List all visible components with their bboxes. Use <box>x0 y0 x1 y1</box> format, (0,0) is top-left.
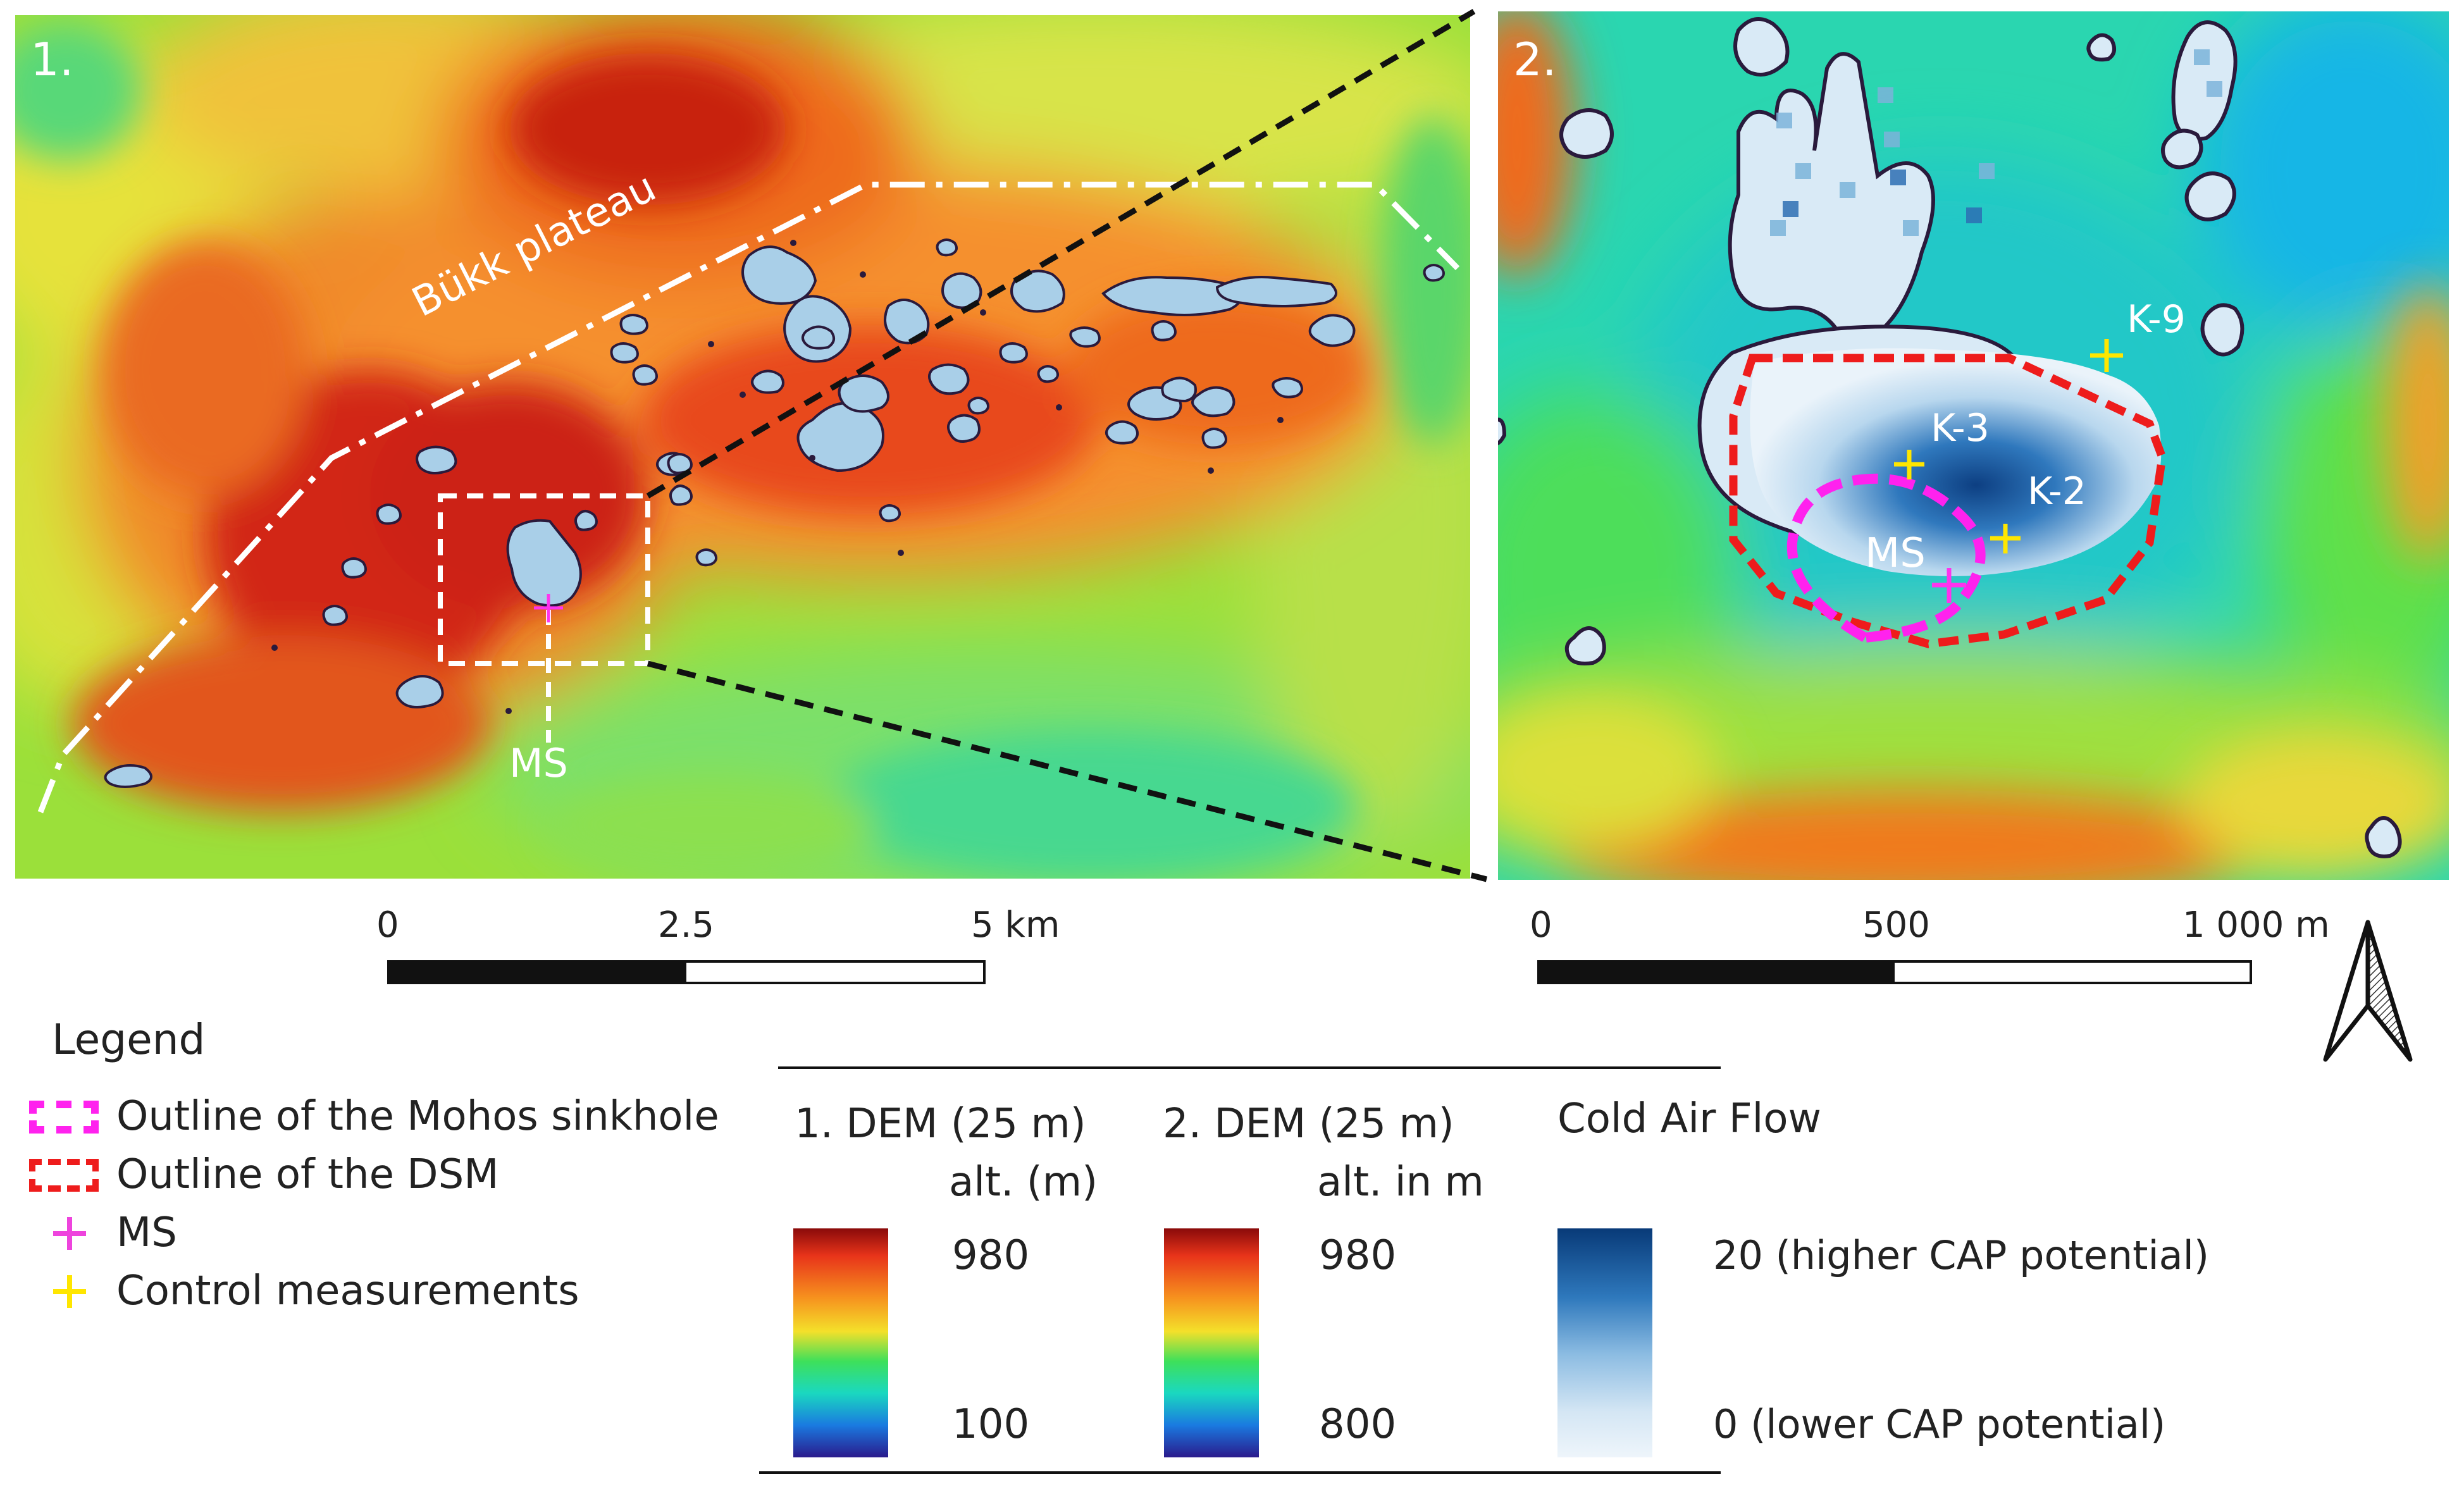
red-dashed-box-icon <box>29 1159 99 1192</box>
colorbar2-ramp <box>1164 1228 1259 1457</box>
colorbar-bottom-rule <box>759 1471 1721 1474</box>
point-label-ms: MS <box>1865 530 1926 577</box>
plateau-boundary <box>37 182 1460 813</box>
dem-map-2 <box>1371 0 2464 903</box>
colorbar1-ramp <box>793 1228 888 1457</box>
scale1-tick-2: 5 km <box>971 905 1060 946</box>
panel-1-label: 1. <box>30 33 74 86</box>
colorbar3-max: 20 (higher CAP potential) <box>1713 1232 2210 1278</box>
ms-marker-map2-icon <box>1932 568 1966 603</box>
colorbar2-title: 2. DEM (25 m) <box>1163 1101 1454 1147</box>
yellow-cross-icon <box>53 1275 86 1308</box>
point-label-k9: K-9 <box>2127 297 2186 342</box>
legend-label-control: Control measurements <box>116 1268 579 1314</box>
colorbar2-min: 800 <box>1319 1401 1397 1448</box>
colorbar1-subtitle: alt. (m) <box>949 1159 1098 1206</box>
legend-label-ms: MS <box>116 1209 177 1256</box>
scale1-tick-1: 2.5 <box>658 905 715 946</box>
ms-marker-icon <box>534 594 563 622</box>
scale-bar-2 <box>1537 960 2252 984</box>
legend-title: Legend <box>52 1015 206 1064</box>
north-arrow-icon <box>2323 920 2413 1062</box>
panel-divider <box>1478 0 1495 886</box>
colorbar3-ramp <box>1557 1228 1652 1457</box>
mohos-sinkhole-outline <box>1786 473 1986 643</box>
colorbar1-min: 100 <box>952 1401 1030 1448</box>
zoom-connectors <box>646 9 1488 882</box>
control-markers <box>1894 339 2123 553</box>
magenta-cross-icon <box>53 1217 86 1250</box>
map-panel-2 <box>1371 0 2464 903</box>
panel-2-label: 2. <box>1513 33 1557 86</box>
legend-label-dsm: Outline of the DSM <box>116 1151 499 1198</box>
colorbar2-subtitle: alt. in m <box>1317 1159 1484 1206</box>
legend-label-mohos: Outline of the Mohos sinkhole <box>116 1093 719 1140</box>
dsm-outline <box>1729 354 2167 648</box>
colorbar3-min: 0 (lower CAP potential) <box>1713 1401 2166 1447</box>
scale1-tick-0: 0 <box>376 905 399 946</box>
colorbar2-max: 980 <box>1319 1232 1397 1279</box>
colorbar-top-rule <box>778 1066 1721 1069</box>
inset-extent-box <box>438 493 650 666</box>
point-label-k3: K-3 <box>1931 406 1990 450</box>
ms-label-map1: MS <box>509 740 568 786</box>
scale2-tick-0: 0 <box>1530 905 1552 946</box>
colorbar1-title: 1. DEM (25 m) <box>795 1101 1086 1147</box>
colorbar1-max: 980 <box>952 1232 1030 1279</box>
scale2-tick-2: 1 000 m <box>2182 905 2330 946</box>
magenta-dashed-box-icon <box>29 1101 99 1134</box>
colorbar3-title: Cold Air Flow <box>1557 1096 1821 1142</box>
point-label-k2: K-2 <box>2028 469 2086 514</box>
sinkhole-outlines <box>104 238 1446 788</box>
scale2-tick-1: 500 <box>1862 905 1930 946</box>
scale-bar-1 <box>387 960 986 984</box>
